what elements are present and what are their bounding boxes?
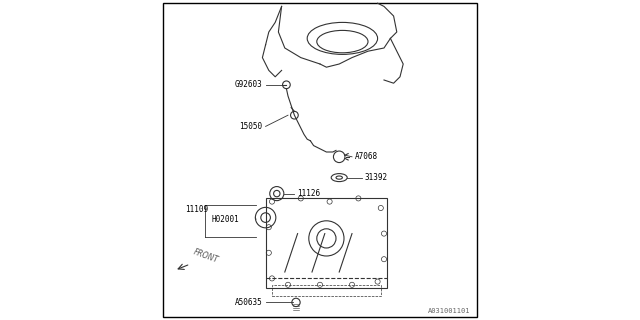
- Bar: [272, 285, 381, 296]
- Text: 11109: 11109: [186, 205, 209, 214]
- Text: H02001: H02001: [211, 215, 239, 224]
- Text: G92603: G92603: [235, 80, 262, 89]
- Text: FRONT: FRONT: [192, 248, 220, 265]
- Bar: [266, 198, 387, 288]
- Text: A50635: A50635: [235, 298, 262, 307]
- Text: 11126: 11126: [298, 189, 321, 198]
- Text: 15050: 15050: [239, 122, 262, 131]
- Text: A7068: A7068: [355, 152, 378, 161]
- Text: A031001101: A031001101: [428, 308, 470, 314]
- Text: 31392: 31392: [365, 173, 388, 182]
